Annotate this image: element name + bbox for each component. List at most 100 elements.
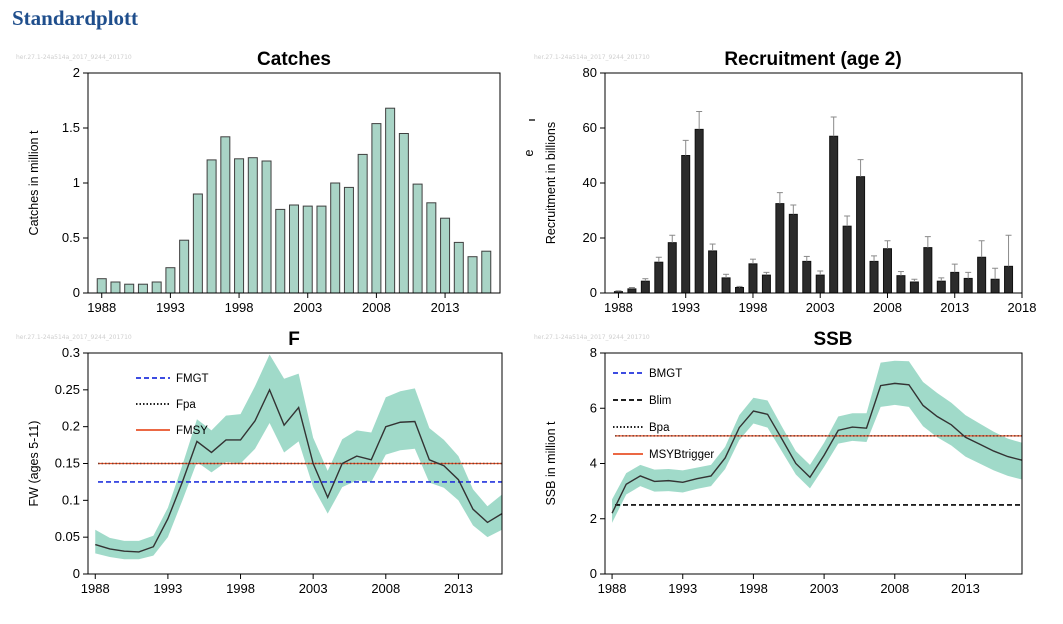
x-tick-label: 1988 xyxy=(598,581,627,596)
legend-label-bpa: Bpa xyxy=(649,422,670,434)
ssb-chart: SSB her.27.1-24a514a_2017_9244_201710 0 2 4 6… xyxy=(534,329,1023,596)
y-tick-label: 40 xyxy=(583,175,597,190)
legend-label-blim: Blim xyxy=(649,395,671,407)
catches-title: Catches xyxy=(257,49,331,70)
bar-2013 xyxy=(440,217,451,294)
bar-1996 xyxy=(721,277,731,294)
bar-2000 xyxy=(261,160,272,294)
watermark-text: her.27.1-24a514a_2017_9244_201710 xyxy=(16,334,132,341)
legend-label-fpa: Fpa xyxy=(176,399,196,411)
x-tick-label: 2013 xyxy=(444,581,473,596)
x-tick-label: 2008 xyxy=(362,300,391,315)
x-tick-label: 2003 xyxy=(293,300,322,315)
ssb-panel: SSB her.27.1-24a514a_2017_9244_201710 0 2 4 6… xyxy=(520,325,1060,624)
bar-1989 xyxy=(110,281,121,294)
y-tick-label: 0.25 xyxy=(55,382,80,397)
catches-panel: Catches her.27.1-24a514a_2017_9244_201710… xyxy=(0,40,520,325)
y-tick-label: 80 xyxy=(583,65,597,80)
y-tick-label: 2 xyxy=(73,65,80,80)
bar-2015 xyxy=(467,256,478,294)
x-tick-label: 2008 xyxy=(873,300,902,315)
bar-2017 xyxy=(1004,265,1014,294)
bar-1989 xyxy=(627,288,637,294)
bar-2012 xyxy=(936,280,946,294)
bar-2011 xyxy=(923,247,933,294)
bar-1990 xyxy=(124,283,135,294)
bar-1994 xyxy=(694,128,704,294)
bar-2003 xyxy=(302,205,313,294)
bar-2008 xyxy=(882,248,892,294)
x-tick-label: 1988 xyxy=(87,300,116,315)
legend-label-bmgt: BMGT xyxy=(649,368,682,380)
bar-2016 xyxy=(990,278,1000,294)
x-tick-label: 1998 xyxy=(226,581,255,596)
bar-2005 xyxy=(842,225,852,294)
x-tick-label: 1993 xyxy=(668,581,697,596)
x-tick-label: 2003 xyxy=(299,581,328,596)
x-tick-label: 1993 xyxy=(671,300,700,315)
y-tick-label: 60 xyxy=(583,120,597,135)
bar-2012 xyxy=(426,202,437,294)
x-tick-label: 2003 xyxy=(806,300,835,315)
recruitment-edge-marker: e xyxy=(522,149,536,156)
bar-2014 xyxy=(963,277,973,294)
y-tick-label: 8 xyxy=(590,345,597,360)
watermark-text: her.27.1-24a514a_2017_9244_201710 xyxy=(534,334,650,341)
bar-1994 xyxy=(179,239,190,294)
confidence-band xyxy=(612,360,1022,523)
bar-2004 xyxy=(829,135,839,294)
bar-2004 xyxy=(316,205,327,294)
x-tick-label: 2008 xyxy=(880,581,909,596)
f-y-axis-label: FW (ages 5-11) xyxy=(27,421,41,507)
y-tick-label: 0.15 xyxy=(55,456,80,471)
estimate-line xyxy=(611,382,1023,514)
bar-2006 xyxy=(856,176,866,294)
bar-1995 xyxy=(192,193,203,294)
bar-2007 xyxy=(869,260,879,294)
catches-chart: Catches her.27.1-24a514a_2017_9244_201710… xyxy=(16,49,501,315)
bar-2016 xyxy=(481,250,492,294)
x-tick-label: 1998 xyxy=(739,581,768,596)
y-tick-label: 0.2 xyxy=(62,419,80,434)
bar-2014 xyxy=(453,241,464,294)
catches-y-axis-label: Catches in million t xyxy=(27,130,41,235)
x-tick-label: 2003 xyxy=(810,581,839,596)
bar-1999 xyxy=(247,157,258,294)
page-title: Standardplott xyxy=(12,6,139,30)
x-tick-label: 1993 xyxy=(156,300,185,315)
bar-1992 xyxy=(151,281,162,294)
y-tick-label: 0 xyxy=(73,566,80,581)
bar-1995 xyxy=(708,250,718,294)
y-tick-label: 0.1 xyxy=(62,492,80,507)
x-tick-label: 2013 xyxy=(951,581,980,596)
bar-2006 xyxy=(343,186,354,294)
bar-1997 xyxy=(735,287,745,294)
y-tick-label: 1 xyxy=(73,175,80,190)
legend-label-fmgt: FMGT xyxy=(176,373,209,385)
bar-1991 xyxy=(654,261,664,294)
bar-1996 xyxy=(206,159,217,294)
bar-2013 xyxy=(950,271,960,294)
bar-2003 xyxy=(815,274,825,294)
y-tick-label: 0.5 xyxy=(62,230,80,245)
y-tick-label: 0 xyxy=(73,285,80,300)
f-title: F xyxy=(288,329,300,350)
watermark-text: her.27.1-24a514a_2017_9244_201710 xyxy=(16,54,132,61)
bar-1988 xyxy=(96,278,107,294)
ssb-title: SSB xyxy=(813,329,852,350)
bar-2009 xyxy=(385,107,396,294)
bar-1992 xyxy=(667,242,677,294)
bar-2001 xyxy=(788,213,798,294)
recruitment-y-axis-label: Recruitment in billions xyxy=(544,122,558,244)
recruitment-title: Recruitment (age 2) xyxy=(724,49,901,70)
x-tick-label: 1988 xyxy=(81,581,110,596)
y-tick-label: 2 xyxy=(590,511,597,526)
x-tick-label: 2013 xyxy=(940,300,969,315)
bar-1991 xyxy=(137,283,148,294)
confidence-band xyxy=(95,354,503,560)
bar-2015 xyxy=(977,256,987,294)
bar-2000 xyxy=(775,203,785,294)
bar-1993 xyxy=(681,155,691,294)
bar-1990 xyxy=(640,280,650,294)
